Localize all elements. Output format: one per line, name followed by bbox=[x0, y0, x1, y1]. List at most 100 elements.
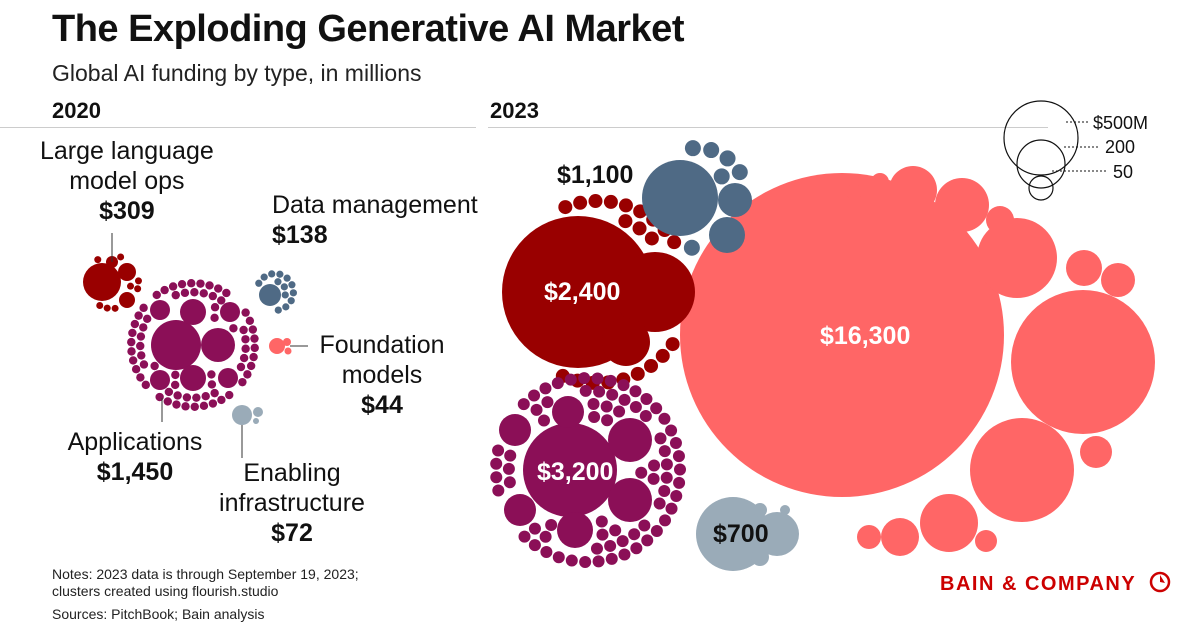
llm-ops-2020-bubble bbox=[134, 285, 142, 293]
data-management-2020-bubble bbox=[268, 270, 276, 278]
applications-2020-bubble bbox=[136, 332, 146, 341]
applications-2023-bubble bbox=[552, 396, 584, 428]
applications-2023-bubble bbox=[638, 519, 651, 532]
foundation-models-2023-bubble bbox=[1080, 436, 1112, 468]
label-line: Data management bbox=[272, 191, 478, 219]
applications-2020-bubble bbox=[139, 360, 149, 369]
applications-2020-bubble bbox=[136, 341, 145, 351]
foundation-models-2023-bubble bbox=[1011, 290, 1155, 434]
legend-circle bbox=[1003, 100, 1079, 176]
applications-2023-bubble bbox=[658, 412, 671, 425]
applications-2023-bubble bbox=[552, 551, 565, 564]
data-management-2020-bubble bbox=[274, 306, 282, 314]
applications-2023-bubble bbox=[504, 449, 517, 462]
applications-2023-bubble bbox=[537, 414, 550, 427]
applications-2023-bubble bbox=[518, 530, 531, 543]
applications-2023-bubble bbox=[665, 502, 678, 515]
llm-ops-2023-bubble bbox=[602, 318, 650, 366]
applications-2023-bubble bbox=[640, 392, 653, 405]
label-data-management-2020: Data management $138 bbox=[272, 190, 478, 250]
applications-2023-bubble bbox=[654, 432, 667, 445]
applications-2023-bubble bbox=[669, 437, 682, 450]
applications-2023-bubble bbox=[587, 398, 600, 411]
data-management-2020-bubble bbox=[259, 284, 281, 306]
applications-2020-bubble bbox=[142, 314, 152, 323]
applications-2020-bubble bbox=[130, 319, 140, 329]
applications-2023-bubble bbox=[608, 478, 652, 522]
legend-size-500: $500M bbox=[1093, 113, 1149, 133]
applications-2020-bubble bbox=[163, 397, 172, 406]
foundation-models-2020-bubble bbox=[269, 338, 285, 354]
llm-ops-2023-bubble bbox=[582, 345, 602, 365]
data-management-2023-bubble bbox=[642, 160, 718, 236]
applications-2020-bubble bbox=[236, 362, 246, 372]
enabling-infrastructure-2023-bubble bbox=[751, 548, 769, 566]
applications-2020-bubble bbox=[214, 284, 223, 293]
applications-2023-bubble bbox=[659, 514, 672, 527]
llm-ops-2023-bubble bbox=[618, 214, 633, 229]
data-management-2020-bubble bbox=[276, 270, 284, 278]
applications-2020-bubble bbox=[222, 288, 231, 298]
bain-logo: BAIN & COMPANY bbox=[940, 568, 1171, 596]
label-line: Enabling bbox=[243, 459, 341, 487]
applications-2023-bubble bbox=[490, 471, 503, 484]
label-line: Large language bbox=[40, 137, 214, 165]
llm-ops-2023-bubble bbox=[573, 195, 588, 210]
applications-2020-bubble bbox=[128, 356, 138, 365]
foundation-models-2023-bubble bbox=[871, 173, 889, 191]
applications-2020-bubble bbox=[190, 402, 199, 411]
enabling-infrastructure-2023-bubble bbox=[753, 503, 767, 517]
llm-ops-2020-bubble bbox=[127, 282, 135, 290]
data-management-2023-bubble bbox=[713, 168, 730, 185]
applications-2023-bubble bbox=[617, 379, 630, 392]
label-line: model ops bbox=[69, 167, 185, 195]
applications-2020-bubble bbox=[217, 296, 226, 305]
applications-2020-bubble bbox=[250, 334, 259, 343]
value-label: $1,450 bbox=[96, 458, 174, 486]
applications-2023-bubble bbox=[658, 484, 671, 497]
applications-2020-bubble bbox=[150, 300, 170, 320]
applications-2020-bubble bbox=[199, 289, 208, 298]
legend-circle bbox=[1016, 139, 1066, 189]
enabling-infrastructure-2020-bubble bbox=[232, 405, 252, 425]
applications-2023-bubble bbox=[590, 542, 603, 555]
applications-2023-bubble bbox=[504, 494, 536, 526]
data-management-2020-bubble bbox=[288, 281, 296, 289]
applications-2020-bubble bbox=[192, 393, 201, 402]
applications-2020-bubble bbox=[241, 335, 250, 344]
applications-2023-bubble bbox=[540, 546, 553, 559]
data-management-2020-bubble bbox=[281, 291, 289, 299]
llm-ops-2020-bubble bbox=[134, 277, 142, 285]
applications-2020-bubble bbox=[136, 373, 145, 382]
applications-2020-bubble bbox=[155, 392, 164, 402]
enabling-infrastructure-2023-bubble bbox=[780, 505, 790, 515]
divider-2023 bbox=[488, 127, 1048, 128]
applications-2020-bubble bbox=[150, 361, 159, 371]
applications-2023-bubble bbox=[579, 555, 592, 568]
applications-2020-bubble bbox=[180, 299, 206, 325]
applications-2020-bubble bbox=[173, 391, 182, 400]
data-management-2023-bubble bbox=[731, 164, 748, 181]
applications-2023-bubble bbox=[592, 555, 605, 568]
applications-2023-bubble bbox=[579, 384, 592, 397]
applications-2020-bubble bbox=[127, 337, 136, 347]
applications-2020-bubble bbox=[205, 281, 214, 290]
applications-2023-bubble bbox=[660, 471, 673, 484]
data-management-2020-bubble bbox=[287, 297, 295, 305]
applications-2023-bubble bbox=[601, 414, 614, 427]
chart-title: The Exploding Generative AI Market bbox=[52, 8, 684, 50]
applications-2023-bubble bbox=[600, 400, 613, 413]
applications-2020-bubble bbox=[210, 303, 220, 312]
applications-2020-bubble bbox=[137, 351, 146, 360]
applications-2023-bubble bbox=[564, 373, 577, 386]
applications-2020-bubble bbox=[164, 387, 174, 397]
llm-ops-2023-bubble bbox=[588, 194, 603, 209]
foundation-models-2023-bubble bbox=[881, 518, 919, 556]
applications-2023-bubble bbox=[647, 472, 660, 485]
data-management-2020-bubble bbox=[260, 273, 268, 281]
applications-2020-bubble bbox=[182, 393, 192, 402]
applications-2023-bubble bbox=[530, 403, 543, 416]
applications-2023-bubble bbox=[545, 519, 558, 532]
